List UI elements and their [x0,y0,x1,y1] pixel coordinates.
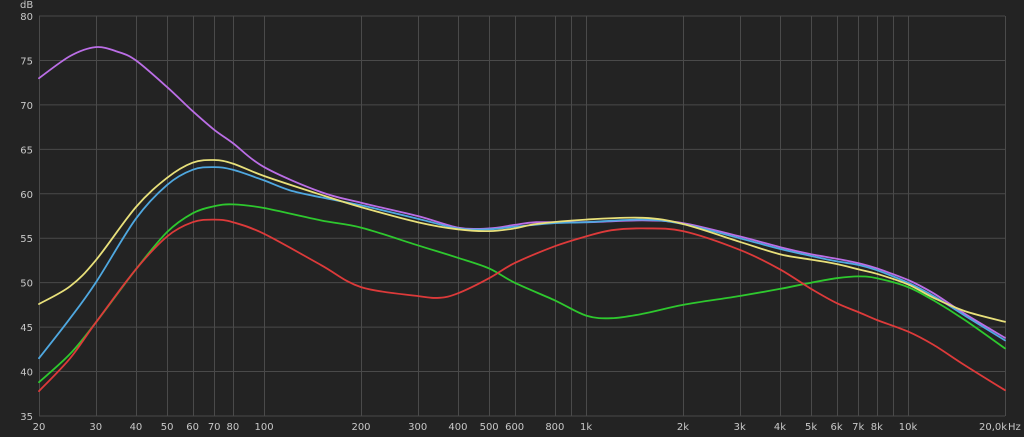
x-tick-label: 2k [677,422,689,433]
x-tick-label: 40 [130,422,143,433]
x-tick-label: 5k [805,422,817,433]
x-tick-label: 80 [226,422,239,433]
x-tick-label: 100 [255,422,274,433]
x-tick-label: 8k [871,422,883,433]
series-layer [38,46,1006,392]
y-tick-label: 70 [20,101,33,112]
x-tick-label: 500 [480,422,499,433]
y-tick-label: 60 [20,190,33,201]
grid [39,15,1006,417]
x-tick-label: 50 [161,422,174,433]
y-tick-label: 75 [20,56,33,67]
y-tick-label: 65 [20,145,33,156]
x-tick-label: 1k [580,422,592,433]
x-tick-label: 10k [899,422,918,433]
x-tick-label: 800 [545,422,564,433]
x-tick-labels: 20 30 40 50 60 70 80 100 200 300 400 500 600 800 1k 2k 3… [33,422,1008,433]
series-line-1 [38,46,1006,339]
x-tick-label: 400 [448,422,467,433]
y-tick-labels: 35 40 45 50 55 60 65 70 75 80 [20,12,33,423]
x-tick-label: 600 [505,422,524,433]
x-axis-unit: Hz [1008,422,1021,433]
x-tick-label: 4k [774,422,786,433]
y-tick-label: 55 [20,234,33,245]
y-tick-label: 80 [20,12,33,23]
y-tick-label: 50 [20,279,33,290]
series-line-4 [38,203,1006,384]
y-tick-label: 45 [20,323,33,334]
x-tick-label: 70 [208,422,221,433]
x-tick-label: 3k [734,422,746,433]
series-line-2 [38,166,1006,360]
y-tick-label: 35 [20,412,33,423]
x-tick-label: 20 [33,422,46,433]
x-tick-label: 20,0k [979,422,1007,433]
x-tick-label: 30 [89,422,102,433]
series-line-3 [38,159,1006,323]
y-tick-label: 40 [20,368,33,379]
x-tick-label: 60 [186,422,199,433]
x-tick-label: 200 [351,422,370,433]
series-line-5 [38,218,1006,392]
x-tick-label: 7k [852,422,864,433]
x-tick-label: 6k [831,422,843,433]
x-tick-label: 300 [408,422,427,433]
y-axis-label: dB [20,0,33,11]
